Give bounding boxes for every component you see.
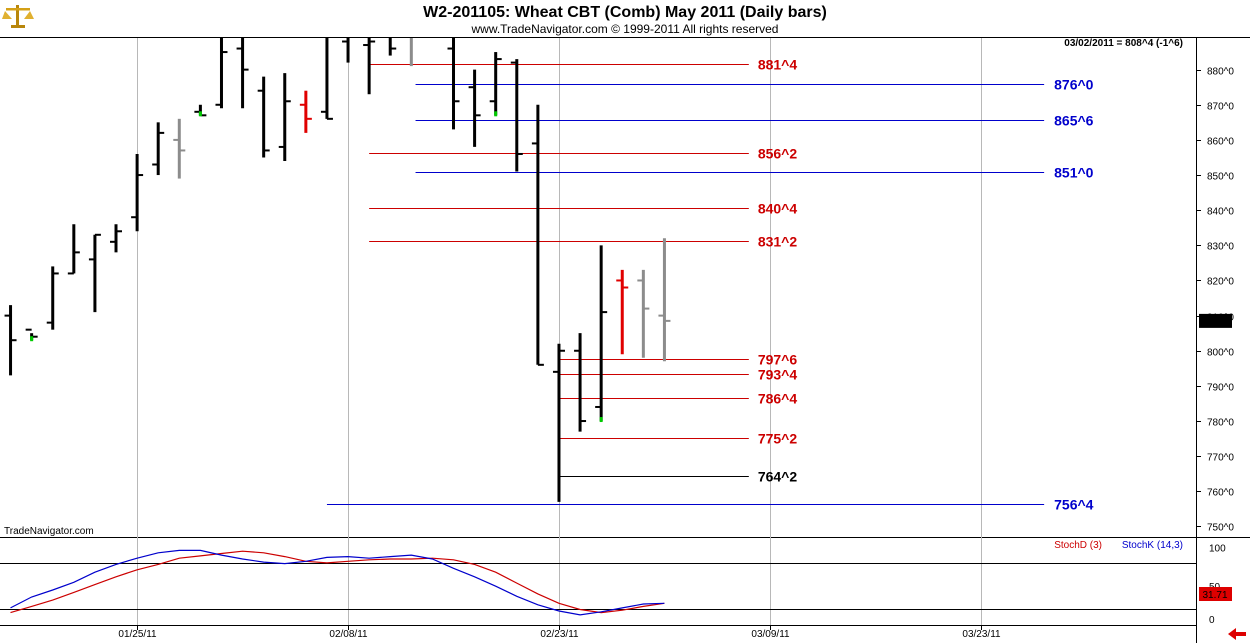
level-label: 831^2 [758, 234, 798, 250]
stoch-d-line [10, 550, 665, 614]
chart-title: W2-201105: Wheat CBT (Comb) May 2011 (Da… [423, 4, 827, 21]
ohlc-bar [468, 69, 481, 147]
level-label: 851^0 [1054, 165, 1094, 181]
level-label: 786^4 [758, 391, 798, 407]
level-label: 881^4 [758, 57, 798, 73]
ohlc-bar [46, 266, 59, 330]
ohlc-bar [194, 104, 207, 117]
price-tick-label: 790^0 [1207, 383, 1234, 394]
date-tick-label: 02/08/11 [329, 629, 368, 640]
ohlc-bar [510, 59, 523, 172]
ohlc-bar [299, 90, 312, 133]
ohlc-bars [4, 38, 671, 502]
level-label: 756^4 [1054, 497, 1094, 513]
ohlc-bar [67, 224, 80, 275]
ohlc-bar [363, 38, 376, 95]
ohlc-bar [658, 238, 671, 362]
price-tick-label: 820^0 [1207, 277, 1234, 288]
watermark: TradeNavigator.com [4, 526, 94, 537]
stoch-value-label: 31.71 [1202, 590, 1227, 601]
ohlc-bar [616, 269, 629, 355]
ohlc-bar [489, 52, 502, 117]
ohlc-bar [257, 76, 270, 158]
stoch-k-line [10, 549, 665, 616]
last-price-box [1199, 313, 1232, 328]
level-label: 775^2 [758, 431, 798, 447]
price-tick-label: 780^0 [1207, 418, 1234, 429]
stoch-k-legend: StochK (14,3) [1122, 540, 1183, 551]
ohlc-bar [152, 122, 165, 176]
last-price-label: 808^4 [1202, 317, 1229, 328]
price-tick-label: 800^0 [1207, 348, 1234, 359]
scroll-left-arrow-icon[interactable] [1224, 626, 1248, 642]
ohlc-bar [447, 38, 460, 130]
ohlc-bar [131, 153, 144, 232]
date-tick-label: 01/25/11 [118, 629, 157, 640]
level-label: 840^4 [758, 201, 798, 217]
level-label: 797^6 [758, 352, 798, 368]
date-tick-label: 03/09/11 [751, 629, 790, 640]
ohlc-bar [342, 38, 350, 63]
date-tick-label: 02/23/11 [540, 629, 579, 640]
price-axis: 750^0760^0770^0780^0790^0800^0810^0820^0… [1196, 67, 1234, 534]
price-tick-label: 760^0 [1207, 488, 1234, 499]
level-label: 865^6 [1054, 113, 1094, 129]
ohlc-bar [574, 333, 587, 432]
level-label: 793^4 [758, 367, 798, 383]
ohlc-bar [320, 38, 333, 120]
ohlc-bar [637, 269, 650, 358]
quote-readout: 03/02/2011 = 808^4 (-1^6) [1064, 38, 1183, 49]
level-label: 876^0 [1054, 77, 1094, 93]
price-tick-label: 770^0 [1207, 453, 1234, 464]
ohlc-bar [236, 38, 249, 109]
ohlc-bar [278, 73, 291, 161]
ohlc-bar [4, 305, 17, 376]
level-lines: 881^4 876^0 865^6 856^2 851^0 840^4 831^2 797^6… [326, 57, 1094, 513]
ohlc-bar [595, 245, 608, 423]
ohlc-bar [25, 328, 38, 342]
date-tick-label: 03/23/11 [962, 629, 1001, 640]
stochastics-panel: 100500StochD (3)StochK (14,3)31.71 [0, 540, 1232, 626]
price-tick-label: 880^0 [1207, 67, 1234, 78]
price-tick-label: 860^0 [1207, 137, 1234, 148]
price-tick-label: 830^0 [1207, 242, 1234, 253]
ohlc-bar [110, 224, 123, 253]
stoch-d-legend: StochD (3) [1054, 540, 1102, 551]
stoch-tick-label: 100 [1209, 543, 1226, 554]
balance-scale-icon [2, 5, 34, 28]
date-axis: 01/25/11 02/08/11 02/23/11 03/09/11 03/23/11 [118, 625, 1001, 640]
ohlc-bar [215, 38, 228, 109]
ohlc-bar [388, 38, 397, 56]
ohlc-bar [88, 233, 101, 313]
ohlc-bar [173, 118, 186, 179]
level-label: 856^2 [758, 146, 798, 162]
stoch-value-box [1199, 587, 1232, 601]
price-tick-label: 850^0 [1207, 172, 1234, 183]
price-tick-label: 840^0 [1207, 207, 1234, 218]
date-grid [137, 38, 982, 625]
price-tick-label: 870^0 [1207, 102, 1234, 113]
stoch-tick-label: 0 [1209, 615, 1215, 626]
price-tick-label: 750^0 [1207, 523, 1234, 534]
ohlc-bar [531, 104, 544, 366]
ohlc-bar [552, 343, 565, 502]
level-label: 764^2 [758, 469, 798, 485]
chart-subtitle: www.TradeNavigator.com © 1999-2011 All r… [471, 22, 779, 36]
